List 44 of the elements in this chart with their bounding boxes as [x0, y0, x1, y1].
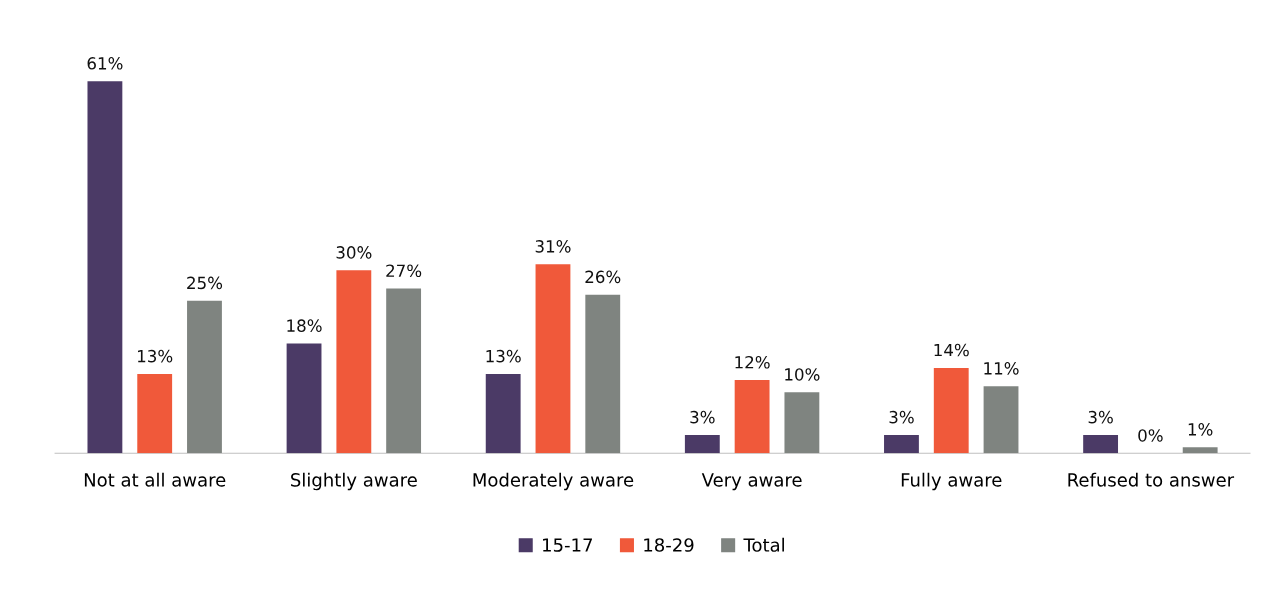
data-label: 31%: [535, 240, 571, 253]
bar: [734, 380, 770, 454]
data-label: 12%: [735, 355, 770, 369]
data-label: 14%: [934, 343, 969, 357]
bar: [983, 386, 1019, 454]
data-label: 27%: [386, 264, 422, 278]
bar: [1083, 435, 1119, 454]
data-label: 18%: [287, 319, 322, 332]
data-label: 3%: [690, 410, 715, 424]
bar: [585, 294, 621, 454]
data-label: 0%: [1138, 429, 1163, 442]
data-label: 26%: [585, 270, 621, 284]
data-label: 25%: [187, 276, 223, 290]
bar: [87, 81, 123, 454]
bar: [784, 392, 820, 454]
data-label: 11%: [984, 362, 1019, 375]
bar: [535, 264, 571, 454]
x-tick-label: Fully aware: [901, 472, 1002, 491]
x-tick-label: Slightly aware: [291, 472, 417, 491]
bar: [286, 343, 322, 454]
data-label: 10%: [785, 368, 820, 381]
x-tick-label: Very aware: [701, 473, 802, 491]
bar: [187, 300, 222, 454]
bar: [684, 435, 720, 454]
bar: [137, 373, 173, 454]
data-label: 3%: [1088, 410, 1113, 424]
bar: [386, 288, 422, 454]
bar: [485, 373, 521, 454]
x-tick-label: Not at all aware: [84, 472, 226, 487]
x-tick-label: Moderately aware: [473, 472, 634, 491]
bar: [336, 270, 372, 454]
data-label: 13%: [138, 349, 173, 363]
bar: [884, 435, 919, 454]
bar: [1182, 447, 1218, 454]
x-tick-label: Refused to answer: [1068, 472, 1235, 487]
legend-label: 15-17: [543, 538, 592, 552]
data-label: 30%: [336, 246, 372, 259]
data-label: 3%: [889, 410, 914, 424]
legend-label: 18-29: [644, 538, 694, 552]
bar: [933, 367, 969, 454]
data-label: 13%: [486, 349, 521, 363]
legend-label: Total: [743, 537, 784, 552]
data-label: 1%: [1188, 423, 1213, 436]
data-label: 61%: [87, 57, 123, 70]
